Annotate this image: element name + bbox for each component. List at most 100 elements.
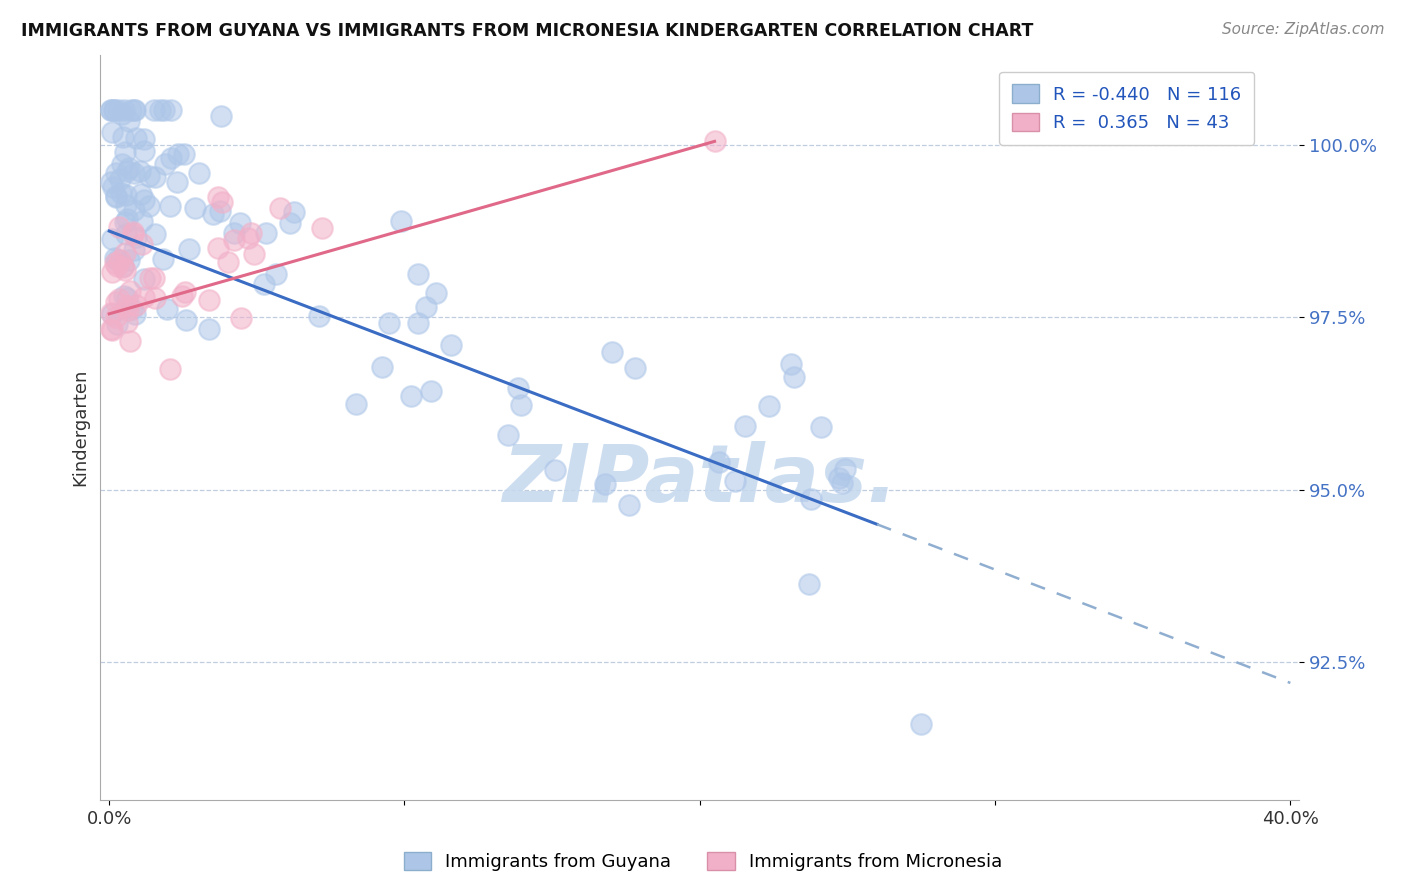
Point (111, 260, 134, 274)
Point (125, 230, 148, 244)
Point (121, 302, 143, 317)
Point (121, 227, 143, 241)
Point (101, 265, 124, 279)
Point (114, 145, 136, 160)
Point (114, 227, 136, 241)
Point (131, 237, 153, 252)
Point (173, 285, 195, 299)
Point (125, 298, 148, 312)
Point (184, 201, 207, 215)
Point (207, 190, 229, 204)
Point (124, 307, 146, 321)
Point (120, 334, 142, 348)
Point (104, 255, 127, 269)
Point (131, 214, 153, 228)
Point (236, 230, 259, 244)
Point (283, 204, 305, 219)
Point (105, 253, 128, 268)
Point (156, 302, 179, 317)
Point (115, 187, 138, 202)
Point (125, 131, 148, 145)
Point (389, 213, 412, 227)
Point (101, 125, 124, 139)
Point (129, 164, 152, 178)
Point (187, 166, 209, 180)
Point (415, 300, 437, 314)
Point (122, 244, 145, 258)
Point (544, 463, 567, 477)
Point (103, 103, 125, 118)
Point (202, 207, 225, 221)
Point (228, 216, 250, 230)
Text: ZIPatlas.: ZIPatlas. (502, 441, 897, 519)
Point (132, 272, 155, 286)
Point (120, 103, 142, 118)
Point (707, 455, 730, 469)
Point (143, 227, 166, 242)
Point (623, 360, 645, 375)
Point (254, 226, 277, 240)
Point (593, 477, 616, 491)
Point (439, 337, 461, 351)
Point (104, 310, 127, 324)
Point (114, 215, 136, 229)
Point (420, 384, 443, 398)
Point (115, 291, 138, 305)
Point (107, 103, 129, 118)
Point (103, 180, 125, 194)
Point (724, 475, 747, 489)
Point (115, 299, 138, 313)
Point (198, 322, 221, 336)
Point (101, 323, 124, 337)
Point (115, 164, 138, 178)
Point (132, 290, 155, 304)
Point (159, 362, 181, 376)
Point (117, 114, 139, 128)
Text: IMMIGRANTS FROM GUYANA VS IMMIGRANTS FROM MICRONESIA KINDERGARTEN CORRELATION CH: IMMIGRANTS FROM GUYANA VS IMMIGRANTS FRO… (21, 22, 1033, 40)
Point (114, 262, 136, 277)
Point (124, 103, 146, 118)
Point (101, 232, 124, 246)
Point (143, 291, 166, 305)
Point (138, 169, 160, 183)
Point (780, 357, 803, 371)
Point (112, 289, 135, 303)
Point (108, 220, 131, 235)
Point (107, 318, 129, 332)
Point (600, 344, 623, 359)
Point (208, 203, 231, 218)
Point (153, 157, 176, 171)
Point (100, 306, 122, 320)
Point (783, 370, 806, 384)
Point (105, 166, 128, 180)
Point (619, 498, 641, 512)
Point (496, 428, 519, 442)
Point (112, 260, 135, 275)
Point (425, 286, 447, 301)
Point (222, 227, 245, 241)
Point (167, 147, 190, 161)
Text: Source: ZipAtlas.com: Source: ZipAtlas.com (1222, 22, 1385, 37)
Point (311, 221, 333, 235)
Point (174, 313, 197, 327)
Legend: Immigrants from Guyana, Immigrants from Micronesia: Immigrants from Guyana, Immigrants from … (396, 845, 1010, 879)
Point (243, 247, 266, 261)
Point (152, 252, 174, 267)
Point (112, 129, 135, 144)
Point (122, 202, 145, 217)
Point (207, 241, 229, 255)
Point (122, 166, 145, 180)
Point (253, 277, 276, 291)
Point (100, 103, 122, 118)
Point (111, 107, 134, 121)
Point (910, 717, 932, 731)
Point (506, 381, 529, 395)
Point (115, 212, 138, 227)
Point (110, 186, 132, 201)
Point (269, 201, 291, 215)
Point (278, 216, 301, 230)
Point (124, 103, 146, 118)
Point (371, 359, 394, 374)
Legend: R = -0.440   N = 116, R =  0.365   N = 43: R = -0.440 N = 116, R = 0.365 N = 43 (1000, 71, 1254, 145)
Point (160, 103, 183, 118)
